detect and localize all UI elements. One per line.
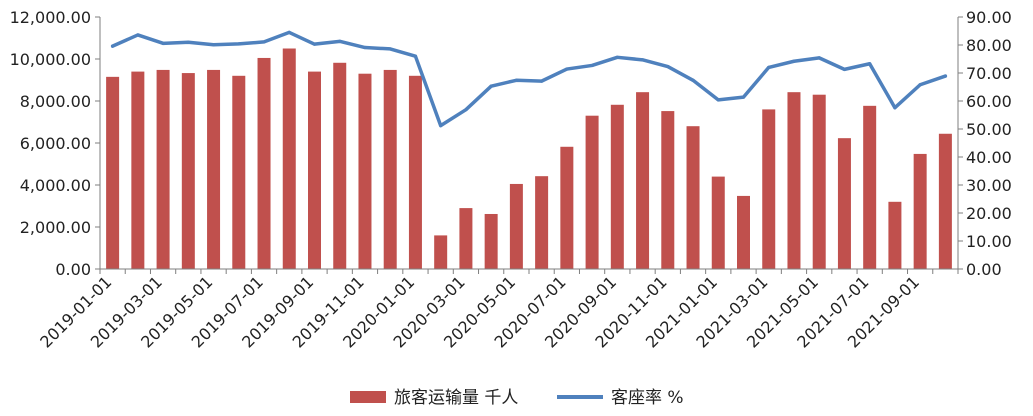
bar-2019-12-01 xyxy=(383,69,397,269)
legend: 旅客运输量 千人 客座率 % xyxy=(350,388,684,408)
bar-2020-07-01 xyxy=(560,146,574,269)
line-point-2019-05-01 xyxy=(211,43,216,47)
bar-2019-06-01 xyxy=(232,75,246,269)
line-point-2019-02-01 xyxy=(136,33,140,37)
line-point-2019-06-01 xyxy=(237,42,241,46)
bar-2019-01-01 xyxy=(106,76,120,269)
line-point-2020-10-01 xyxy=(640,58,645,62)
axes xyxy=(99,17,959,270)
bar-2021-04-01 xyxy=(787,92,801,270)
line-point-2021-10-01 xyxy=(943,74,947,78)
right-tick-label: 90.00 xyxy=(966,8,1012,27)
bar-2019-07-01 xyxy=(257,57,271,270)
right-tick-label: 0.00 xyxy=(966,260,1002,279)
line-point-2021-09-01 xyxy=(918,83,922,87)
line-point-2021-04-01 xyxy=(792,59,796,63)
line-seat-rate xyxy=(110,30,948,128)
legend-bar-swatch xyxy=(350,391,386,403)
line-point-2020-03-01 xyxy=(464,108,468,112)
line-point-2020-04-01 xyxy=(489,84,493,88)
line-point-2020-09-01 xyxy=(615,55,619,59)
bar-2021-03-01 xyxy=(762,109,776,270)
line-point-2020-07-01 xyxy=(565,67,569,71)
line-point-2019-12-01 xyxy=(388,47,392,51)
bar-2021-09-01 xyxy=(913,153,927,269)
bar-2019-04-01 xyxy=(181,73,195,269)
line-point-2020-08-01 xyxy=(590,63,594,68)
bar-2020-01-01 xyxy=(408,75,422,269)
left-tick-label: 12,000.00 xyxy=(10,8,91,27)
left-tick-label: 8,000.00 xyxy=(20,92,91,111)
right-tick-label: 80.00 xyxy=(966,36,1012,55)
line-point-2021-03-01 xyxy=(767,65,771,69)
right-tick-label: 50.00 xyxy=(966,120,1012,139)
right-tick-label: 70.00 xyxy=(966,64,1012,83)
line-point-2021-01-01 xyxy=(716,98,720,102)
bar-2021-01-01 xyxy=(711,176,725,269)
bar-2021-05-01 xyxy=(812,94,826,269)
bar-2020-06-01 xyxy=(535,176,549,269)
bar-2020-02-01 xyxy=(434,235,448,269)
bar-2019-10-01 xyxy=(333,62,347,269)
line-point-2019-01-01 xyxy=(111,44,115,48)
bar-2020-11-01 xyxy=(661,111,675,269)
legend-line-label: 客座率 % xyxy=(611,388,684,408)
bar-2021-07-01 xyxy=(863,105,877,269)
bar-2021-10-01 xyxy=(938,133,952,269)
right-tick-label: 40.00 xyxy=(966,148,1012,167)
bar-2020-08-01 xyxy=(585,115,599,269)
bar-series xyxy=(106,48,952,270)
line-point-2021-08-01 xyxy=(893,106,897,110)
bar-2021-06-01 xyxy=(837,138,851,269)
left-tick-label: 10,000.00 xyxy=(10,50,91,69)
left-tick-label: 4,000.00 xyxy=(20,176,91,195)
left-axis-ticks: 0.00 2,000.00 4,000.00 6,000.00 8,000.00 10,0… xyxy=(10,8,100,279)
bar-2020-10-01 xyxy=(636,92,650,270)
left-tick-label: 2,000.00 xyxy=(20,218,91,237)
line-point-2021-02-01 xyxy=(741,95,746,99)
line-point-2020-11-01 xyxy=(666,64,670,69)
right-tick-label: 20.00 xyxy=(966,204,1012,223)
line-series xyxy=(110,30,948,128)
bar-2019-09-01 xyxy=(308,71,321,269)
legend-bar-label: 旅客运输量 千人 xyxy=(394,388,518,408)
line-point-2020-01-01 xyxy=(413,54,418,58)
line-point-2019-10-01 xyxy=(338,39,342,43)
bar-2019-08-01 xyxy=(282,48,296,269)
bar-2020-03-01 xyxy=(459,208,473,269)
right-axis-ticks: 0.00 10.00 20.00 30.00 40.00 50.00 60.00 70.00 8… xyxy=(958,8,1012,279)
bar-2019-05-01 xyxy=(207,69,221,269)
right-tick-label: 60.00 xyxy=(966,92,1012,111)
x-axis-ticks: 2019-01-012019-03-012019-05-012019-07-01… xyxy=(36,269,959,352)
bar-2019-02-01 xyxy=(131,71,145,269)
left-tick-label: 0.00 xyxy=(55,260,91,279)
bar-2021-02-01 xyxy=(737,195,750,269)
right-tick-label: 10.00 xyxy=(966,232,1012,251)
line-point-2020-12-01 xyxy=(691,78,695,82)
line-point-2021-07-01 xyxy=(868,62,872,66)
line-point-2019-08-01 xyxy=(287,30,291,34)
bar-2020-04-01 xyxy=(484,213,498,269)
line-point-2021-05-01 xyxy=(817,56,821,60)
left-tick-label: 6,000.00 xyxy=(20,134,91,153)
bar-2021-08-01 xyxy=(888,201,902,269)
bar-2019-11-01 xyxy=(358,73,372,269)
bar-2019-03-01 xyxy=(156,69,170,269)
line-point-2019-09-01 xyxy=(312,42,317,46)
line-point-2020-05-01 xyxy=(514,78,518,82)
bar-2020-09-01 xyxy=(610,104,624,269)
right-tick-label: 30.00 xyxy=(966,176,1012,195)
line-point-2020-06-01 xyxy=(540,79,544,83)
line-point-2019-07-01 xyxy=(262,40,266,44)
line-point-2019-11-01 xyxy=(363,45,367,50)
line-point-2019-04-01 xyxy=(186,40,190,44)
line-point-2020-02-01 xyxy=(439,124,443,128)
line-point-2021-06-01 xyxy=(842,67,847,71)
bar-2020-05-01 xyxy=(509,183,523,269)
bar-2020-12-01 xyxy=(686,126,700,269)
line-point-2019-03-01 xyxy=(161,41,165,45)
